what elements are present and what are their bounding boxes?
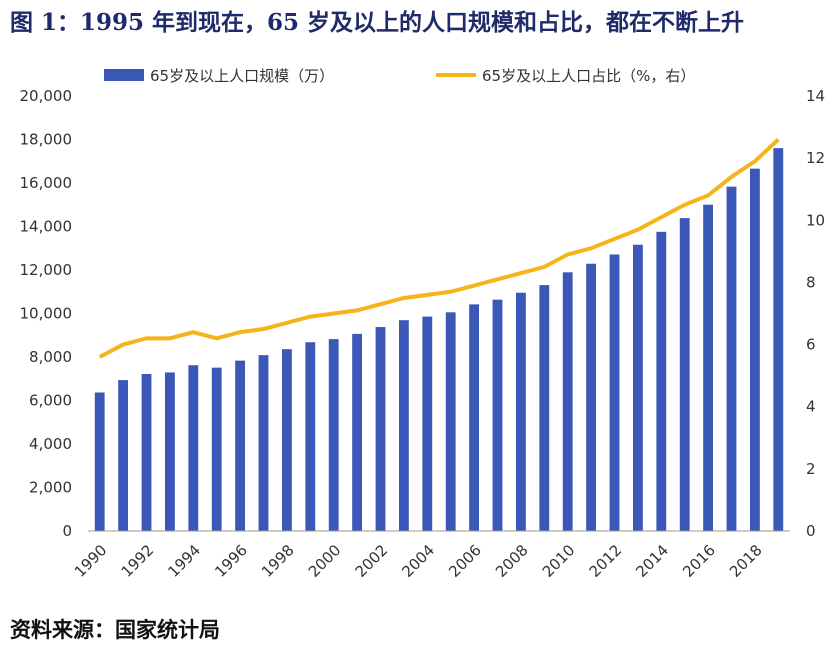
- x-tick-label: 2016: [679, 541, 719, 581]
- bar: [515, 292, 526, 531]
- bar: [749, 168, 760, 531]
- bar: [445, 312, 456, 531]
- bar: [141, 374, 152, 531]
- legend-bar-swatch: [104, 69, 144, 81]
- y-right-tick-label: 0: [806, 522, 816, 540]
- bar: [539, 285, 550, 531]
- legend-line-label: 65岁及以上人口占比（%，右）: [482, 67, 695, 85]
- x-tick-label: 1996: [211, 541, 251, 581]
- y-left-tick-label: 20,000: [20, 87, 73, 105]
- source-note: 资料来源：国家统计局: [10, 617, 220, 642]
- bar: [703, 204, 714, 531]
- bar: [352, 333, 363, 531]
- bar: [328, 339, 339, 531]
- y-left-tick-label: 14,000: [20, 218, 73, 236]
- y-right-tick-label: 14: [806, 87, 825, 105]
- y-left-tick-label: 2,000: [29, 479, 72, 497]
- x-tick-label: 1992: [118, 541, 158, 581]
- bar: [632, 244, 643, 532]
- y-right-tick-label: 10: [806, 211, 825, 229]
- x-tick-label: 1994: [164, 541, 204, 581]
- figure-title: 图 1：1995 年到现在，65 岁及以上的人口规模和占比，都在不断上升: [10, 9, 745, 36]
- bar: [586, 263, 597, 531]
- x-tick-label: 1998: [258, 541, 298, 581]
- y-right-tick-label: 6: [806, 336, 816, 354]
- bar: [375, 327, 386, 531]
- x-tick-label: 2006: [445, 541, 485, 581]
- bar: [609, 254, 620, 531]
- bar: [211, 367, 222, 531]
- y-axis-right: 0 2 4 6 8 10 12 14: [806, 87, 825, 540]
- bar: [398, 320, 409, 531]
- bar: [235, 360, 246, 531]
- bar: [773, 148, 784, 531]
- bar: [118, 380, 129, 531]
- bar: [422, 316, 433, 531]
- bar: [305, 342, 316, 531]
- chart: 65岁及以上人口规模（万） 65岁及以上人口占比（%，右） 0 2,000 4,00…: [20, 67, 826, 581]
- legend: 65岁及以上人口规模（万） 65岁及以上人口占比（%，右）: [104, 67, 695, 85]
- y-left-tick-label: 18,000: [20, 131, 73, 149]
- y-right-tick-label: 2: [806, 460, 816, 478]
- bar: [164, 372, 175, 531]
- x-axis-ticks: 1990 1992 1994 1996 1998 2000 2002 2004 2006 2008…: [71, 541, 766, 581]
- x-tick-label: 2000: [305, 541, 345, 581]
- x-tick-label: 2018: [726, 541, 766, 581]
- bar: [94, 392, 105, 531]
- x-tick-label: 2014: [632, 541, 672, 581]
- bar: [679, 218, 690, 532]
- x-tick-label: 2002: [352, 541, 392, 581]
- y-left-tick-label: 8,000: [29, 348, 72, 366]
- y-right-tick-label: 12: [806, 149, 825, 167]
- y-left-tick-label: 4,000: [29, 435, 72, 453]
- share-line: [98, 138, 780, 359]
- y-axis-left: 0 2,000 4,000 6,000 8,000 10,000 12,000 14,000 1…: [20, 87, 73, 540]
- y-left-tick-label: 10,000: [20, 305, 73, 323]
- bar: [469, 304, 480, 531]
- y-right-tick-label: 4: [806, 398, 816, 416]
- y-right-tick-label: 8: [806, 273, 816, 291]
- y-left-tick-label: 0: [62, 522, 72, 540]
- x-tick-label: 2004: [398, 541, 438, 581]
- x-tick-label: 2008: [492, 541, 532, 581]
- bar: [258, 355, 269, 531]
- bar: [188, 365, 199, 531]
- bar: [656, 231, 667, 532]
- y-left-tick-label: 12,000: [20, 261, 73, 279]
- legend-bar-label: 65岁及以上人口规模（万）: [150, 67, 334, 85]
- y-left-tick-label: 6,000: [29, 392, 72, 410]
- x-tick-label: 1990: [71, 541, 111, 581]
- y-left-tick-label: 16,000: [20, 174, 73, 192]
- x-tick-label: 2010: [539, 541, 579, 581]
- x-tick-label: 2012: [586, 541, 626, 581]
- bar-series: [94, 148, 784, 532]
- bar: [562, 272, 573, 531]
- bar: [726, 186, 737, 531]
- bar: [281, 349, 292, 531]
- bar: [492, 299, 503, 531]
